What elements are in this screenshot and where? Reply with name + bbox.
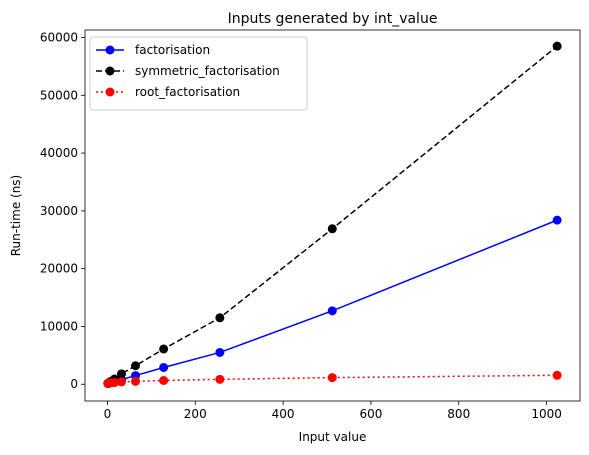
legend-swatch-marker [105, 87, 115, 97]
data-point-root_factorisation-9 [327, 373, 337, 383]
legend-label: factorisation [135, 43, 210, 57]
series-line-factorisation [107, 219, 558, 385]
data-point-factorisation-10 [552, 215, 562, 225]
series-root_factorisation [103, 370, 562, 388]
x-tick-label-1: 200 [184, 407, 207, 421]
legend-swatch-marker [105, 45, 115, 55]
axes-frame [84, 29, 581, 402]
x-tick-label-5: 1000 [531, 407, 562, 421]
legend-label: symmetric_factorisation [135, 64, 280, 78]
y-tick-label-5: 50000 [40, 88, 78, 102]
data-point-symmetric_factorisation-10 [552, 41, 562, 51]
data-point-symmetric_factorisation-6 [131, 361, 141, 371]
y-tick-label-0: 0 [70, 377, 78, 391]
y-tick-label-2: 20000 [40, 262, 78, 276]
x-tick-label-3: 600 [359, 407, 382, 421]
chart-title: Inputs generated by int_value [228, 11, 438, 27]
y-axis-label: Run-time (ns) [9, 175, 23, 257]
legend-item-symmetric_factorisation: symmetric_factorisation [96, 64, 280, 78]
data-point-root_factorisation-10 [552, 370, 562, 380]
data-point-root_factorisation-7 [159, 375, 169, 385]
y-tick-label-4: 40000 [40, 146, 78, 160]
legend-swatch-marker [105, 66, 115, 76]
data-point-root_factorisation-6 [131, 376, 141, 386]
legend-label: root_factorisation [135, 85, 240, 99]
data-point-symmetric_factorisation-7 [159, 344, 169, 354]
y-tick-label-1: 10000 [40, 319, 78, 333]
data-point-symmetric_factorisation-5 [116, 369, 126, 379]
x-tick-label-0: 0 [104, 407, 112, 421]
x-tick-label-2: 400 [272, 407, 295, 421]
legend: factorisation symmetric_factorisationroot… [89, 36, 308, 111]
y-tick-label-3: 30000 [40, 204, 78, 218]
legend-box [89, 36, 308, 111]
plot-area [103, 41, 562, 389]
data-point-root_factorisation-8 [215, 374, 225, 384]
data-point-factorisation-9 [327, 306, 337, 316]
data-point-factorisation-7 [159, 362, 169, 372]
y-tick-label-6: 60000 [40, 31, 78, 45]
legend-item-factorisation: factorisation [96, 43, 210, 57]
data-point-symmetric_factorisation-9 [327, 224, 337, 234]
x-axis-label: Input value [299, 430, 367, 444]
data-point-symmetric_factorisation-8 [215, 313, 225, 323]
legend-item-root_factorisation: root_factorisation [96, 85, 240, 99]
x-tick-label-4: 800 [447, 407, 470, 421]
data-point-root_factorisation-5 [116, 377, 126, 387]
data-point-root_factorisation-4 [109, 378, 119, 388]
data-point-factorisation-8 [215, 347, 225, 357]
series-factorisation [103, 215, 562, 389]
